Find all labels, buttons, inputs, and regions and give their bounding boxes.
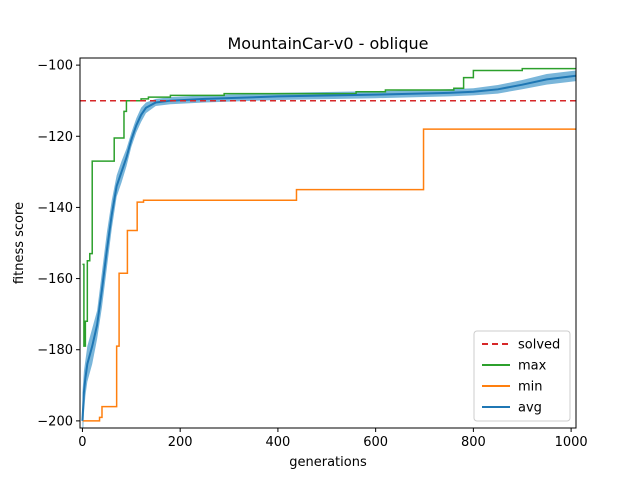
x-tick-label: 400 (265, 435, 290, 450)
legend-label-solved: solved (518, 338, 560, 353)
plot-area (80, 67, 576, 428)
x-tick-label: 200 (168, 435, 193, 450)
legend: solved max min avg (473, 330, 571, 422)
y-tick-label: −180 (37, 343, 73, 358)
series-line-max (82, 67, 576, 347)
series-line-min (82, 128, 576, 422)
y-tick-label: −160 (37, 272, 73, 287)
y-tick-label: −200 (37, 414, 73, 429)
x-tick-label: 0 (78, 435, 86, 450)
legend-label-min: min (518, 380, 543, 395)
y-axis-label: fitness score (12, 202, 27, 284)
plot-frame (79, 57, 577, 429)
legend-box (473, 330, 571, 422)
x-tick-label: 600 (363, 435, 388, 450)
y-tick-label: −120 (37, 130, 73, 145)
legend-label-max: max (518, 359, 547, 374)
y-tick-label: −100 (37, 59, 73, 74)
series-line-avg (81, 74, 576, 421)
legend-label-avg: avg (518, 401, 542, 416)
chart-title: MountainCar-v0 - oblique (228, 34, 429, 53)
axis-ticks: 0 200 400 600 800 1000 −200 −180 −160 −140 −120 −10… (37, 59, 587, 450)
y-tick-label: −140 (37, 201, 73, 216)
x-tick-label: 800 (461, 435, 486, 450)
x-axis-label: generations (289, 455, 367, 470)
x-tick-label: 1000 (555, 435, 588, 450)
